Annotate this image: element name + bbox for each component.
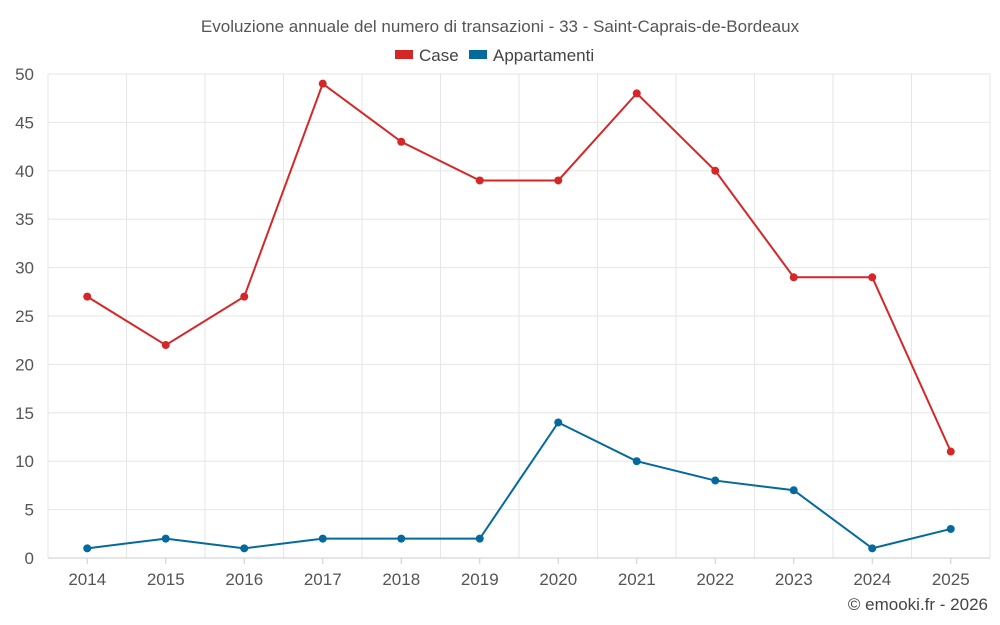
data-point-case[interactable] (789, 273, 798, 282)
legend-item-appartamenti[interactable]: Appartamenti (469, 46, 594, 65)
x-tick-label: 2018 (382, 570, 420, 589)
y-tick-label: 30 (15, 259, 34, 278)
data-point-case[interactable] (946, 447, 955, 456)
data-point-appartamenti[interactable] (946, 524, 955, 533)
data-point-case[interactable] (554, 176, 563, 185)
data-point-appartamenti[interactable] (789, 486, 798, 495)
legend: Case Appartamenti (395, 46, 594, 65)
y-tick-label: 35 (15, 210, 34, 229)
data-point-case[interactable] (711, 166, 720, 175)
series-line-appartamenti (87, 421, 951, 550)
data-point-appartamenti[interactable] (711, 476, 720, 485)
y-tick-label: 25 (15, 307, 34, 326)
data-point-case[interactable] (475, 176, 484, 185)
chart-title: Evoluzione annuale del numero di transaz… (201, 17, 800, 36)
y-tick-label: 5 (25, 501, 34, 520)
x-tick-label: 2015 (147, 570, 185, 589)
data-point-appartamenti[interactable] (554, 418, 563, 427)
data-point-case[interactable] (868, 273, 877, 282)
y-tick-label: 15 (15, 404, 34, 423)
y-tick-label: 20 (15, 355, 34, 374)
data-point-appartamenti[interactable] (475, 534, 484, 543)
legend-label-appartamenti: Appartamenti (493, 46, 594, 65)
x-tick-label: 2022 (696, 570, 734, 589)
x-tick-label: 2021 (618, 570, 656, 589)
data-point-case[interactable] (632, 89, 641, 98)
data-point-case[interactable] (161, 341, 170, 350)
data-point-appartamenti[interactable] (161, 534, 170, 543)
series-line-case (86, 82, 952, 452)
legend-item-case[interactable]: Case (395, 46, 459, 65)
y-tick-label: 40 (15, 162, 34, 181)
x-tick-label: 2024 (853, 570, 891, 589)
legend-label-case: Case (419, 46, 459, 65)
x-tick-label: 2017 (304, 570, 342, 589)
y-tick-label: 0 (25, 549, 34, 568)
x-tick-label: 2019 (461, 570, 499, 589)
data-point-appartamenti[interactable] (240, 544, 249, 553)
series (83, 79, 955, 553)
x-tick-label: 2014 (68, 570, 106, 589)
y-tick-label: 10 (15, 452, 34, 471)
credit-text: © emooki.fr - 2026 (848, 595, 988, 614)
data-point-appartamenti[interactable] (397, 534, 406, 543)
data-point-appartamenti[interactable] (632, 457, 641, 466)
y-tick-label: 50 (15, 65, 34, 84)
data-point-appartamenti[interactable] (318, 534, 327, 543)
legend-swatch-case (395, 50, 413, 59)
grid (47, 73, 991, 558)
data-point-appartamenti[interactable] (83, 544, 92, 553)
x-tick-label: 2020 (539, 570, 577, 589)
x-tick-label: 2023 (775, 570, 813, 589)
data-point-case[interactable] (397, 137, 406, 146)
data-point-case[interactable] (83, 292, 92, 301)
data-point-case[interactable] (240, 292, 249, 301)
x-tick-label: 2025 (932, 570, 970, 589)
data-point-appartamenti[interactable] (868, 544, 877, 553)
legend-swatch-appartamenti (469, 50, 487, 59)
data-point-case[interactable] (318, 79, 327, 88)
x-tick-label: 2016 (225, 570, 263, 589)
y-tick-label: 45 (15, 113, 34, 132)
